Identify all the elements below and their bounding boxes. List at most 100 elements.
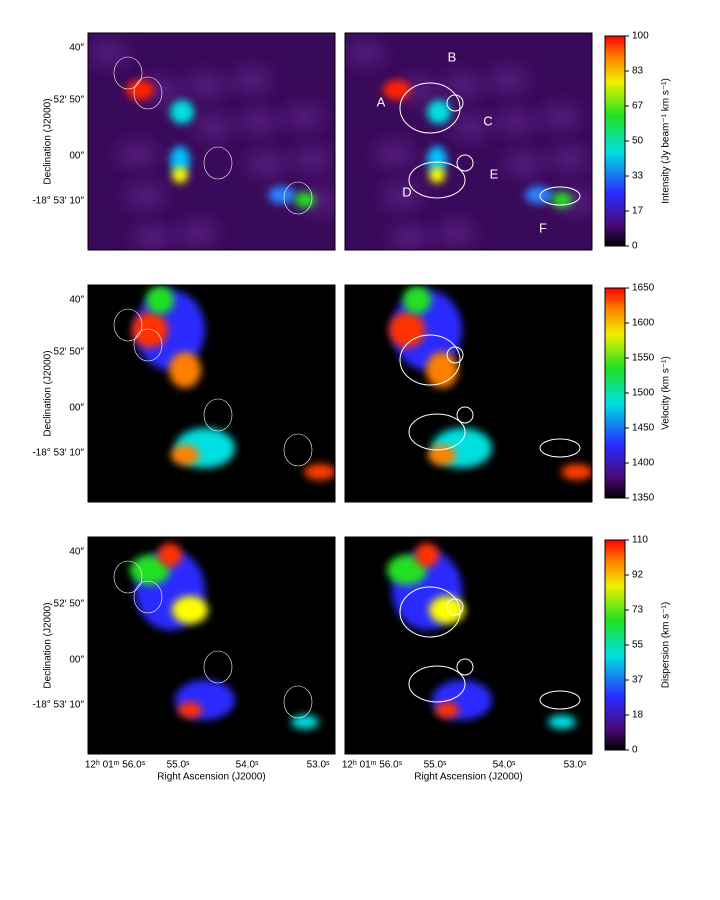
noise xyxy=(178,221,218,245)
noise xyxy=(133,226,173,250)
x-tick-label: 54.0ˢ xyxy=(493,760,516,771)
contour xyxy=(113,560,143,594)
emission xyxy=(170,146,190,174)
colorbar-tick-label: 1600 xyxy=(632,318,655,329)
colorbar xyxy=(604,287,626,499)
emission xyxy=(548,715,576,729)
emission xyxy=(429,167,445,183)
emission xyxy=(389,312,425,348)
contour xyxy=(456,154,474,172)
map-background xyxy=(88,285,335,502)
noise xyxy=(549,147,589,171)
y-axis-label: Declination (J2000) xyxy=(43,98,54,184)
y-tick-label: -18° 53′ 10″ xyxy=(32,196,84,207)
panel-frame xyxy=(87,32,336,251)
colorbar-label: Dispersion (km s⁻¹) xyxy=(661,602,672,688)
contour xyxy=(446,598,464,616)
noise xyxy=(451,115,491,139)
colorbar-tick-label: 0 xyxy=(632,745,638,756)
y-tick-label: 00″ xyxy=(69,403,84,414)
y-axis-label: Declination (J2000) xyxy=(43,350,54,436)
map-panel xyxy=(87,536,336,755)
noise xyxy=(345,41,385,65)
emission xyxy=(428,445,456,465)
noise xyxy=(247,152,287,176)
panel-frame xyxy=(344,32,593,251)
colorbar-tick-label: 1550 xyxy=(632,353,655,364)
colorbar-tick-label: 83 xyxy=(632,66,644,77)
colorbar-tick-label: 0 xyxy=(632,241,638,252)
colorbar-tick-label: 1650 xyxy=(632,283,655,294)
emission xyxy=(291,715,319,729)
y-axis-label: Declination (J2000) xyxy=(43,602,54,688)
contour xyxy=(283,433,313,467)
contour xyxy=(399,586,461,638)
contour xyxy=(539,186,581,206)
noise xyxy=(194,115,234,139)
region-label: E xyxy=(490,166,499,181)
emission xyxy=(525,186,553,204)
map-background xyxy=(345,33,592,250)
map-panel xyxy=(344,536,593,755)
colorbar-tick-label: 100 xyxy=(632,31,649,42)
emission xyxy=(170,100,194,124)
noise xyxy=(443,73,483,97)
emission xyxy=(158,543,182,567)
x-tick-label: 53.0ˢ xyxy=(564,760,587,771)
emission xyxy=(132,312,168,348)
x-axis-label: Right Ascension (J2000) xyxy=(157,772,265,783)
map-image xyxy=(387,543,581,729)
x-tick-label: 55.0ˢ xyxy=(167,760,190,771)
x-tick-label: 54.0ˢ xyxy=(236,760,259,771)
noise xyxy=(284,105,324,129)
contour xyxy=(456,658,474,676)
contour xyxy=(539,690,581,710)
colorbar-tick-label: 73 xyxy=(632,605,644,616)
colorbar-tick-label: 1350 xyxy=(632,493,655,504)
contour xyxy=(203,398,233,432)
x-tick-label: 53.0ˢ xyxy=(307,760,330,771)
contour xyxy=(133,76,163,110)
contour xyxy=(133,328,163,362)
panel-frame xyxy=(344,284,593,503)
contour xyxy=(283,685,313,719)
contour xyxy=(113,308,143,342)
colorbar-tick-label: 67 xyxy=(632,101,644,112)
emission xyxy=(178,702,202,718)
noise xyxy=(435,221,475,245)
contour xyxy=(408,413,466,451)
colorbar xyxy=(604,539,626,751)
map-image xyxy=(345,41,592,250)
emission xyxy=(172,167,188,183)
map-image xyxy=(113,286,335,480)
panel-frame xyxy=(87,284,336,503)
colorbar-tick-label: 33 xyxy=(632,171,644,182)
emission xyxy=(130,555,170,585)
map-image xyxy=(113,543,319,729)
emission xyxy=(383,80,411,100)
map-image xyxy=(389,286,592,480)
emission xyxy=(172,596,208,624)
contour xyxy=(283,181,313,215)
noise xyxy=(292,147,332,171)
noise xyxy=(374,142,414,166)
emission xyxy=(435,702,459,718)
region-label: D xyxy=(402,184,411,199)
y-tick-label: 40″ xyxy=(69,295,84,306)
colorbar-label: Velocity (km s⁻¹) xyxy=(661,356,672,430)
emission xyxy=(403,286,431,314)
y-tick-label: 40″ xyxy=(69,547,84,558)
emission xyxy=(561,464,592,480)
region-label: B xyxy=(448,49,457,64)
noise xyxy=(496,110,536,134)
emission xyxy=(427,146,447,174)
emission xyxy=(552,192,572,208)
colorbar-tick-label: 50 xyxy=(632,136,644,147)
colorbar-tick-label: 1400 xyxy=(632,458,655,469)
emission xyxy=(304,464,335,480)
y-tick-label: -18° 53′ 10″ xyxy=(32,700,84,711)
colorbar-label: Intensity (Jy beam⁻¹ km s⁻¹) xyxy=(661,78,672,204)
colorbar-tick-label: 37 xyxy=(632,675,644,686)
emission xyxy=(295,192,315,208)
